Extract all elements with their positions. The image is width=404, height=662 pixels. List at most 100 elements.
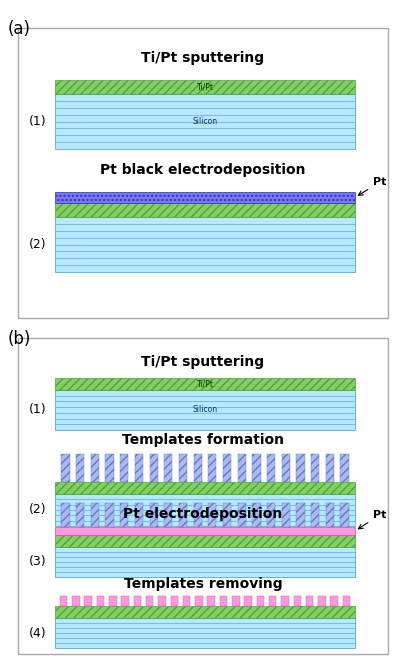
Bar — [269, 596, 276, 606]
Bar — [326, 503, 334, 527]
Bar — [121, 596, 129, 606]
Bar — [76, 503, 84, 527]
Bar — [55, 527, 355, 535]
Text: Ti/Pt sputtering: Ti/Pt sputtering — [141, 51, 265, 65]
Bar — [207, 596, 215, 606]
Bar — [238, 454, 246, 482]
Bar — [55, 390, 355, 430]
Bar — [183, 596, 190, 606]
Text: (4): (4) — [29, 626, 47, 639]
Bar — [135, 454, 143, 482]
Bar — [149, 454, 158, 482]
Bar — [223, 454, 231, 482]
Bar — [179, 454, 187, 482]
Bar — [164, 454, 173, 482]
Bar — [135, 503, 143, 527]
Bar — [326, 454, 334, 482]
Text: Ti/Pt sputtering: Ti/Pt sputtering — [141, 355, 265, 369]
Bar — [306, 596, 313, 606]
Bar — [158, 596, 166, 606]
Bar — [330, 596, 338, 606]
Bar — [238, 503, 246, 527]
Text: Pt black electrodeposition: Pt black electrodeposition — [100, 163, 306, 177]
Bar — [257, 596, 264, 606]
Bar — [232, 596, 240, 606]
Text: Silicon: Silicon — [192, 117, 218, 126]
Bar — [55, 535, 355, 547]
Bar — [76, 454, 84, 482]
Text: (3): (3) — [29, 555, 47, 569]
Bar — [318, 596, 326, 606]
Text: Templates formation: Templates formation — [122, 433, 284, 447]
Bar — [296, 454, 305, 482]
Bar — [120, 503, 128, 527]
Bar — [61, 503, 69, 527]
Text: Pt: Pt — [358, 177, 386, 195]
Bar — [55, 547, 355, 577]
Bar — [244, 596, 252, 606]
Bar — [194, 454, 202, 482]
Bar — [195, 596, 202, 606]
Bar — [55, 494, 355, 526]
Bar — [60, 596, 67, 606]
Bar — [55, 203, 355, 217]
Bar — [282, 503, 290, 527]
Bar — [18, 338, 388, 654]
Bar — [72, 596, 80, 606]
Bar — [179, 503, 187, 527]
Text: (2): (2) — [29, 238, 47, 251]
Bar — [61, 454, 69, 482]
Bar — [134, 596, 141, 606]
Bar — [340, 454, 349, 482]
Bar — [55, 217, 355, 272]
Bar — [223, 503, 231, 527]
Text: Silicon: Silicon — [192, 406, 218, 414]
Bar — [55, 482, 355, 494]
Bar — [311, 454, 319, 482]
Text: (a): (a) — [8, 20, 31, 38]
Bar — [170, 596, 178, 606]
Text: Pt: Pt — [358, 510, 386, 529]
Bar — [194, 503, 202, 527]
Bar — [267, 503, 275, 527]
Text: Ti/Pt: Ti/Pt — [196, 83, 213, 91]
Bar — [164, 503, 173, 527]
Bar — [252, 454, 261, 482]
Bar — [340, 503, 349, 527]
Bar — [109, 596, 116, 606]
Text: (1): (1) — [29, 404, 47, 416]
Bar — [55, 94, 355, 149]
Bar — [220, 596, 227, 606]
Bar — [105, 454, 114, 482]
Text: Pt electrodeposition: Pt electrodeposition — [123, 507, 283, 521]
Bar — [55, 378, 355, 390]
Bar — [146, 596, 154, 606]
Bar — [208, 454, 217, 482]
Bar — [120, 454, 128, 482]
Bar — [296, 503, 305, 527]
Bar — [281, 596, 289, 606]
Bar — [208, 503, 217, 527]
Bar — [105, 503, 114, 527]
Bar — [149, 503, 158, 527]
Bar — [55, 80, 355, 94]
Bar — [18, 28, 388, 318]
Text: (b): (b) — [8, 330, 32, 348]
Text: Ti/Pt: Ti/Pt — [196, 379, 213, 389]
Bar — [267, 454, 275, 482]
Text: (1): (1) — [29, 115, 47, 128]
Bar — [55, 618, 355, 648]
Bar — [55, 192, 355, 203]
Bar — [343, 596, 350, 606]
Bar — [91, 503, 99, 527]
Bar — [91, 454, 99, 482]
Text: (2): (2) — [29, 504, 47, 516]
Bar — [282, 454, 290, 482]
Text: Templates removing: Templates removing — [124, 577, 282, 591]
Bar — [293, 596, 301, 606]
Bar — [311, 503, 319, 527]
Bar — [84, 596, 92, 606]
Bar — [97, 596, 104, 606]
Bar — [55, 606, 355, 618]
Bar — [252, 503, 261, 527]
